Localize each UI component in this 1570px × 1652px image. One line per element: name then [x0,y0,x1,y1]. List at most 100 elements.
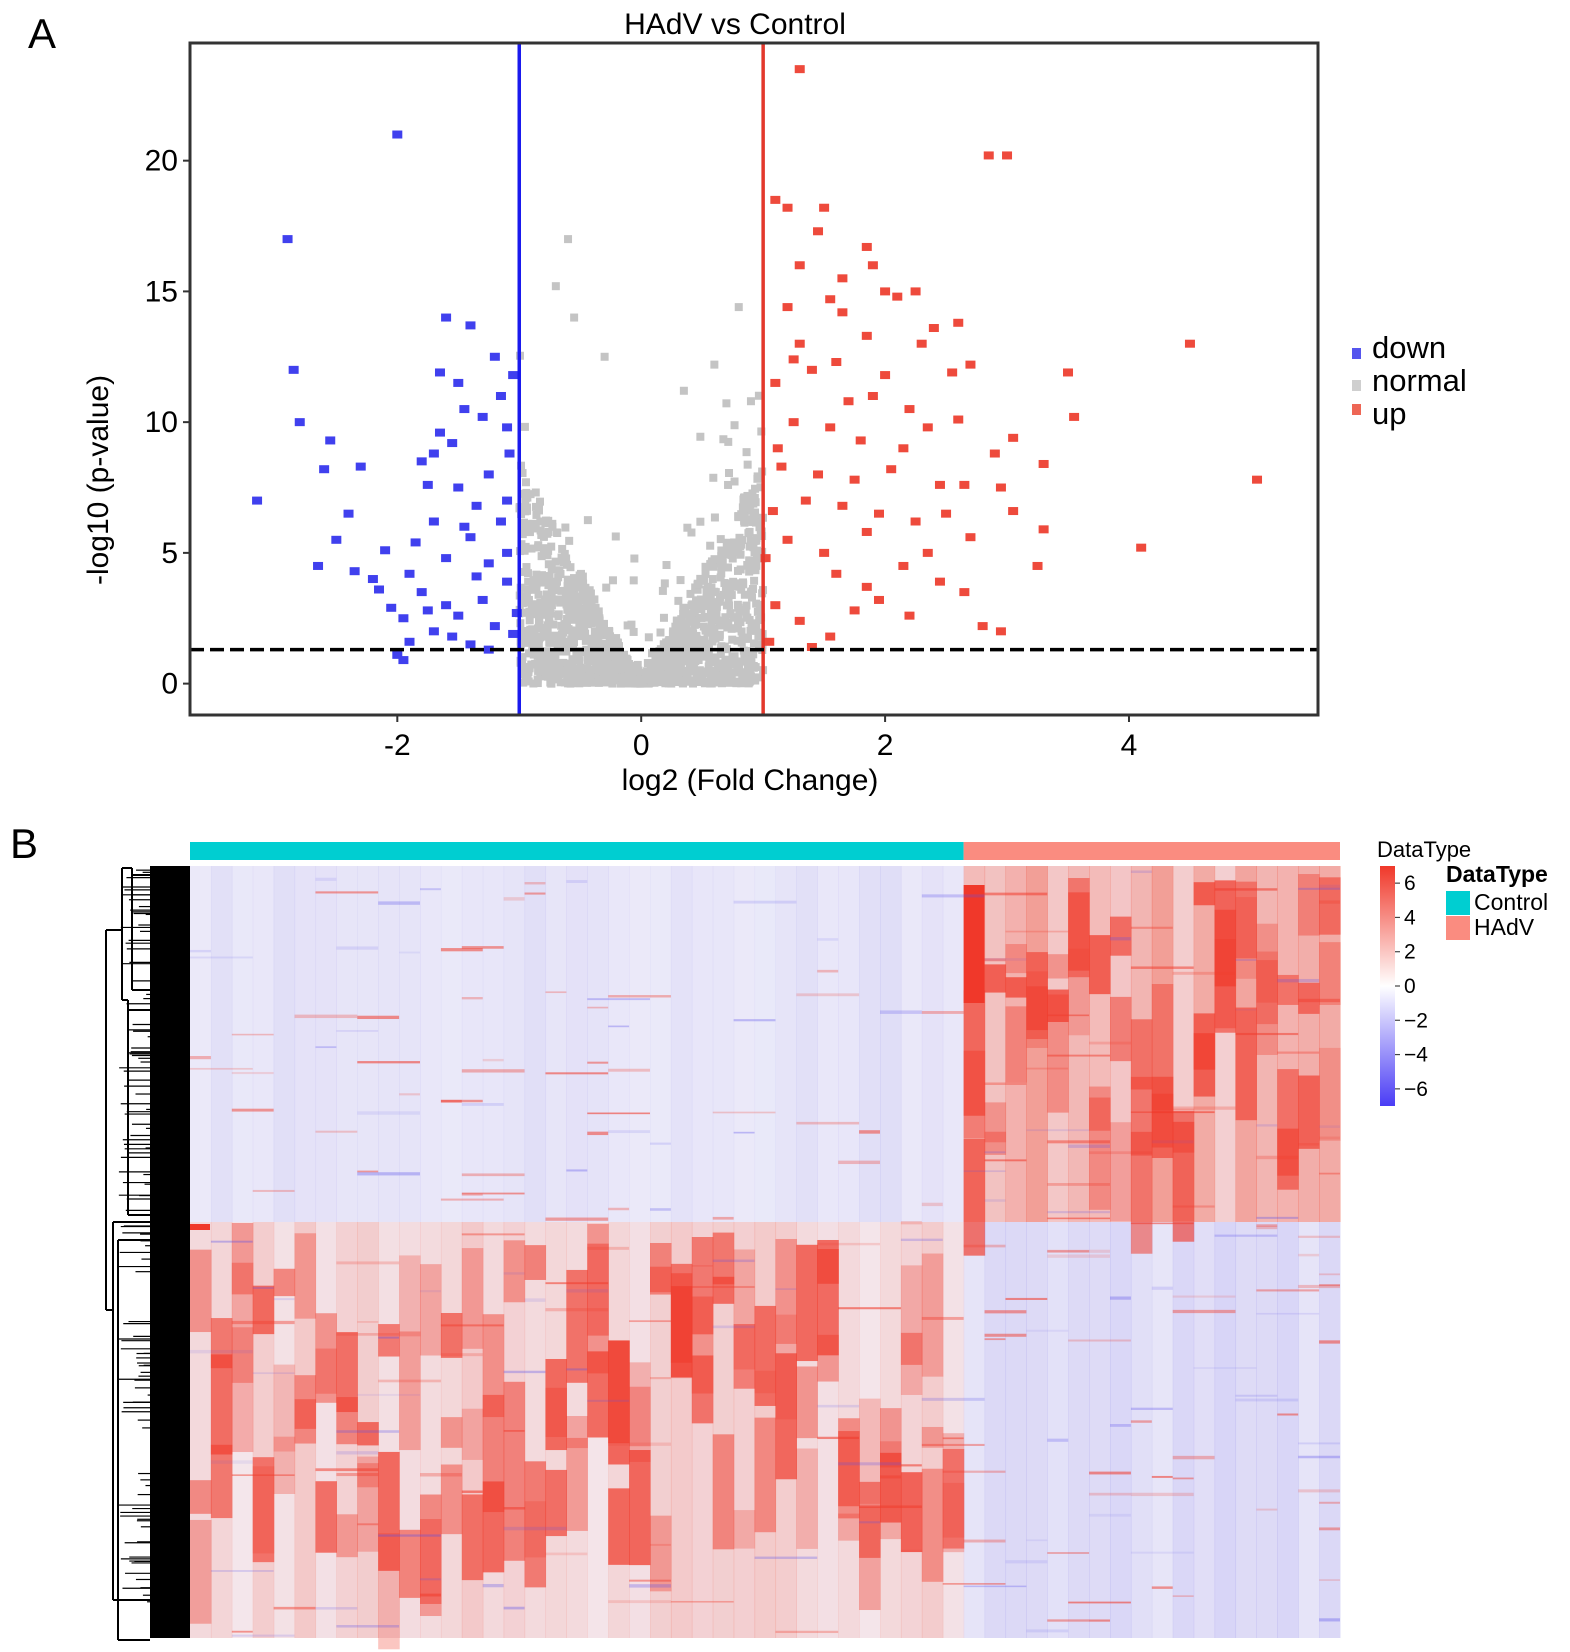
heatmap-row-stripe [817,1404,860,1408]
normal-point [532,570,541,579]
normal-point [738,503,747,512]
normal-point [551,282,560,291]
normal-point [524,595,533,604]
down-point [428,627,439,636]
heatmap-cell [315,1348,337,1394]
normal-point [531,524,540,533]
normal-point [563,575,572,584]
heatmap-cell [608,866,630,1222]
normal-point [555,566,564,575]
heatmap-cell [1235,897,1257,979]
normal-point [731,579,740,588]
legend-title: DataType [1446,861,1548,887]
normal-point [706,679,715,688]
normal-point [724,656,733,665]
normal-point [550,656,559,665]
normal-point [598,651,607,660]
heatmap-row-stripe [420,888,441,891]
normal-point [725,468,734,477]
normal-point [682,640,691,649]
down-point [252,496,263,505]
normal-point [683,523,692,532]
heatmap-cell [1089,935,1111,995]
normal-point [716,650,725,659]
heatmap-row-stripe [838,1307,901,1310]
heatmap-row-stripe [231,1108,274,1112]
normal-point [743,613,752,622]
normal-point [686,589,695,598]
normal-point [544,560,553,569]
normal-point [535,497,544,506]
up-point [995,483,1006,492]
normal-point [710,513,719,522]
heatmap-row-stripe [461,997,483,1000]
normal-point [725,669,734,678]
heatmap-row-stripe [1319,1579,1340,1581]
heatmap-row-stripe [921,1011,964,1014]
down-point [434,428,445,437]
normal-point [520,422,529,431]
normal-point [658,674,667,683]
heatmap-row-stripe [963,1539,1006,1543]
normal-point [550,631,559,640]
up-point [910,517,921,526]
heatmap-row-stripe [1005,1560,1048,1564]
heatmap-row-stripe [482,1583,504,1588]
normal-point [525,616,534,625]
normal-point [722,399,731,408]
normal-point [687,528,696,537]
down-point [502,423,513,432]
heatmap-row-stripe [880,1475,901,1479]
normal-point [727,591,736,600]
up-point [947,368,958,377]
heatmap-row-stripe [190,1224,210,1230]
heatmap-cell [273,1436,296,1494]
up-point [813,470,824,479]
x-tick-label: 2 [877,729,894,762]
normal-point [561,589,570,598]
heatmap-cell [357,866,379,1222]
heatmap-row-stripe [587,1246,630,1250]
panel-label-b: B [10,820,38,867]
heatmap-row-stripe [1319,1501,1340,1504]
normal-point [553,675,562,684]
heatmap-row-stripe [733,1019,776,1022]
normal-point [734,662,743,671]
heatmap-row-stripe [1047,1211,1110,1214]
down-point [447,632,458,641]
heatmap-cell [503,866,526,1222]
heatmap-row-stripe [566,1289,609,1293]
heatmap-cell [440,1312,463,1358]
heatmap-cell [357,1422,379,1446]
normal-point [572,603,581,612]
volcano-panel: A HAdV vs Control -log10 (p-value) log2 … [28,8,1467,797]
normal-point [553,663,562,672]
normal-point [567,605,576,614]
down-point [477,412,488,421]
heatmap-cell [650,1515,672,1592]
normal-point [630,554,639,563]
heatmap-row-stripe [461,1192,525,1195]
heatmap-row-stripe [1130,1222,1194,1225]
up-point [959,588,970,597]
heatmap-row-stripe [608,995,671,998]
heatmap-row-stripe [336,1451,379,1455]
normal-point [581,583,590,592]
heatmap-cell [942,1222,965,1638]
normal-point [570,656,579,665]
up-point [794,65,805,74]
normal-point [562,647,571,656]
heatmap-cell [712,1276,735,1304]
down-point [489,622,500,631]
legend-swatch-hadv [1446,916,1470,940]
heatmap-cell [1319,1047,1341,1141]
normal-point [563,560,572,569]
heatmap-row-stripe [1068,1601,1131,1604]
normal-point [672,618,681,627]
heatmap-cell [231,866,254,1222]
normal-point [544,654,553,663]
heatmap-cell [880,1408,902,1468]
normal-point [534,505,543,514]
heatmap-row-stripe [503,897,525,901]
down-point [465,321,476,330]
